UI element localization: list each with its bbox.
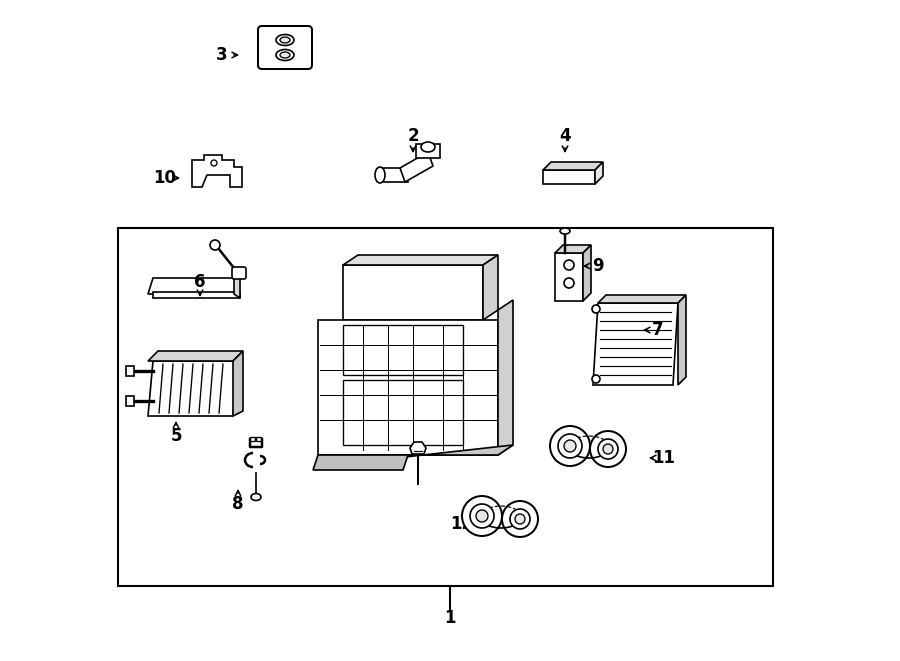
Polygon shape xyxy=(593,303,678,385)
Text: 11: 11 xyxy=(652,449,676,467)
Bar xyxy=(250,437,255,441)
Circle shape xyxy=(590,431,626,467)
Ellipse shape xyxy=(560,228,570,234)
Polygon shape xyxy=(543,170,595,184)
Circle shape xyxy=(564,260,574,270)
Ellipse shape xyxy=(280,37,290,43)
Polygon shape xyxy=(313,455,408,470)
Circle shape xyxy=(210,240,220,250)
Circle shape xyxy=(470,504,494,528)
Polygon shape xyxy=(153,292,240,298)
Polygon shape xyxy=(343,255,498,265)
Bar xyxy=(126,396,134,406)
Bar xyxy=(343,325,463,375)
Polygon shape xyxy=(555,245,591,253)
FancyBboxPatch shape xyxy=(258,26,312,69)
Polygon shape xyxy=(543,162,603,170)
Circle shape xyxy=(564,278,574,288)
Circle shape xyxy=(510,509,530,529)
Text: 10: 10 xyxy=(154,169,176,187)
Polygon shape xyxy=(598,295,686,303)
Polygon shape xyxy=(148,351,243,361)
Polygon shape xyxy=(483,255,498,320)
Text: 1: 1 xyxy=(445,609,455,627)
Text: 8: 8 xyxy=(232,495,244,513)
Text: 6: 6 xyxy=(194,273,206,291)
Circle shape xyxy=(592,375,600,383)
Circle shape xyxy=(603,444,613,454)
Polygon shape xyxy=(233,351,243,416)
Text: 2: 2 xyxy=(407,127,418,145)
Polygon shape xyxy=(678,295,686,385)
Polygon shape xyxy=(498,300,513,455)
Bar xyxy=(118,228,773,586)
Circle shape xyxy=(564,440,576,452)
Circle shape xyxy=(515,514,525,524)
Polygon shape xyxy=(555,253,583,301)
Circle shape xyxy=(550,426,590,466)
Text: 7: 7 xyxy=(652,321,664,339)
Circle shape xyxy=(462,496,502,536)
Polygon shape xyxy=(400,152,433,182)
Polygon shape xyxy=(416,144,440,158)
Ellipse shape xyxy=(276,50,294,61)
Bar xyxy=(343,380,463,445)
Ellipse shape xyxy=(276,34,294,46)
Circle shape xyxy=(598,439,618,459)
Polygon shape xyxy=(318,445,513,465)
Polygon shape xyxy=(378,168,408,182)
Text: 12: 12 xyxy=(450,515,473,533)
Polygon shape xyxy=(318,320,498,455)
Circle shape xyxy=(558,434,582,458)
Polygon shape xyxy=(192,155,242,187)
Polygon shape xyxy=(148,361,238,416)
Text: 3: 3 xyxy=(216,46,228,64)
Ellipse shape xyxy=(251,494,261,500)
Polygon shape xyxy=(410,442,426,454)
Bar xyxy=(126,366,134,376)
Polygon shape xyxy=(595,162,603,184)
Ellipse shape xyxy=(421,142,435,152)
Ellipse shape xyxy=(280,52,290,58)
Text: 5: 5 xyxy=(170,427,182,445)
Polygon shape xyxy=(234,274,240,298)
Circle shape xyxy=(592,305,600,313)
Polygon shape xyxy=(148,278,240,294)
FancyBboxPatch shape xyxy=(232,267,246,279)
Polygon shape xyxy=(343,265,483,320)
Polygon shape xyxy=(583,245,591,301)
Text: 4: 4 xyxy=(559,127,571,145)
Ellipse shape xyxy=(375,167,385,183)
Bar xyxy=(256,437,261,441)
Text: 9: 9 xyxy=(592,257,604,275)
Circle shape xyxy=(502,501,538,537)
Circle shape xyxy=(211,160,217,166)
Circle shape xyxy=(476,510,488,522)
